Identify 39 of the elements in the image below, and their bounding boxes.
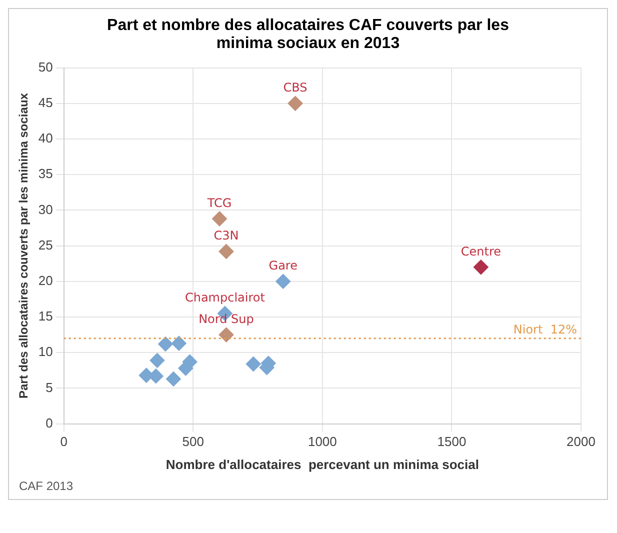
point bbox=[150, 352, 165, 368]
point bbox=[218, 244, 234, 259]
point bbox=[473, 260, 488, 275]
point bbox=[246, 356, 261, 372]
x-tick-label: 500 bbox=[182, 434, 204, 450]
annotation: TCG bbox=[206, 196, 232, 210]
text: CAF 2013 bbox=[18, 478, 74, 495]
x-axis-title: Nombre d'allocataires percevant un minima social bbox=[166, 456, 479, 472]
point bbox=[218, 327, 234, 342]
point bbox=[276, 274, 291, 289]
y-tick-label: 50 bbox=[38, 59, 53, 74]
annotation: C3N bbox=[214, 228, 239, 243]
annotation: CBS bbox=[283, 80, 308, 95]
y-tick-label: 15 bbox=[38, 308, 53, 324]
annotation: Centre bbox=[460, 244, 501, 258]
ref-line-label: Niort 12% bbox=[513, 322, 577, 336]
y-tick-label: 20 bbox=[38, 272, 53, 288]
point bbox=[158, 336, 173, 352]
point bbox=[166, 371, 181, 386]
annotation: Gare bbox=[268, 258, 298, 273]
x-tick-label: 0 bbox=[60, 434, 68, 450]
point bbox=[288, 96, 303, 111]
y-tick-label: 30 bbox=[38, 202, 53, 217]
y-tick-label: 35 bbox=[38, 166, 53, 182]
chart-title: Part et nombre des allocataires CAF couverts par les minima sociaux en 2013 bbox=[106, 17, 510, 53]
y-axis-title: Part des allocataires couverts par les minima sociaux bbox=[16, 92, 31, 399]
y-tick-label: 40 bbox=[38, 130, 53, 146]
point bbox=[171, 336, 186, 351]
point bbox=[212, 211, 228, 226]
y-tick-label: 0 bbox=[46, 415, 53, 430]
annotation: Champclairot bbox=[184, 290, 266, 305]
annotation: Nord Sup bbox=[198, 312, 254, 326]
y-tick-label: 10 bbox=[38, 344, 53, 360]
y-tick-label: 45 bbox=[38, 94, 53, 110]
x-tick-label: 2000 bbox=[566, 434, 596, 450]
y-tick-label: 5 bbox=[46, 380, 53, 395]
x-tick-label: 1500 bbox=[437, 434, 466, 450]
x-tick-label: 1000 bbox=[308, 434, 337, 450]
y-tick-label: 25 bbox=[38, 237, 53, 252]
